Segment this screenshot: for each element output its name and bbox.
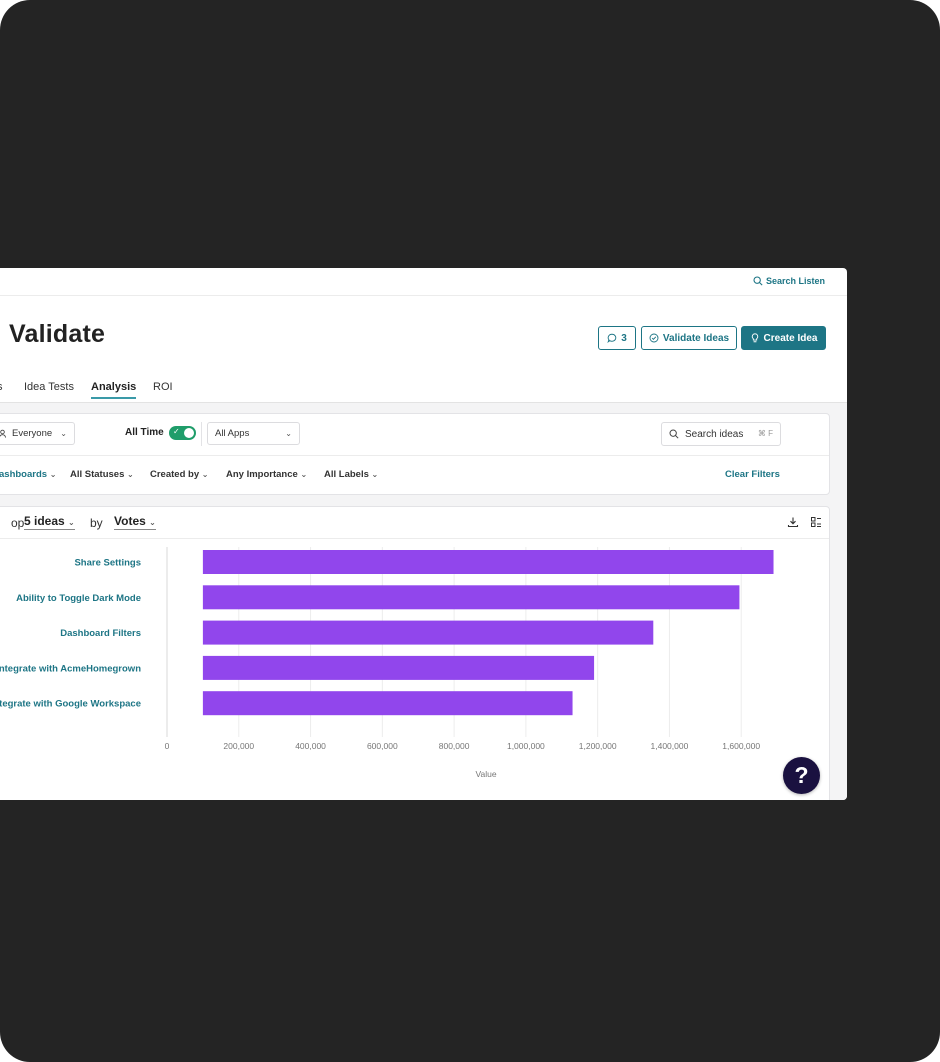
tab-idea-tests[interactable]: Idea Tests [24, 381, 74, 393]
comments-count: 3 [621, 332, 627, 344]
chevron-down-icon: ⌄ [201, 470, 209, 479]
shortcut-hint: ⌘ F [757, 429, 773, 438]
create-idea-button[interactable]: Create Idea [741, 326, 826, 350]
page-title: Validate [9, 320, 106, 348]
bar-chart: 0 200,000 400,000 600,000 800,000 1,000,000 1,… [0, 547, 774, 779]
validate-ideas-label: Validate Ideas [662, 332, 730, 344]
clear-filters-link[interactable]: Clear Filters [725, 469, 780, 480]
search-listen-label: Search Listen [765, 276, 825, 286]
category-label: Ability to Toggle Dark Mode [16, 593, 141, 604]
chart-panel: op 5 ideas ⌄ by Votes ⌄ 0 200,000 400,000 6… [0, 506, 830, 800]
chevron-down-icon: ⌄ [68, 518, 75, 527]
x-tick-label: 1,400,000 [651, 741, 689, 751]
idea-count-select[interactable]: 5 ideas ⌄ [24, 514, 75, 530]
chevron-down-icon: ⌄ [371, 470, 379, 479]
user-icon [0, 429, 7, 438]
dashboards-filter[interactable]: ashboards ⌄ [0, 469, 56, 480]
create-idea-label: Create Idea [763, 332, 818, 344]
x-tick-label: 1,200,000 [579, 741, 617, 751]
x-tick-label: 200,000 [223, 741, 254, 751]
apps-select[interactable]: All Apps ⌄ [207, 422, 300, 445]
check-icon: ✓ [173, 427, 180, 436]
top-bar: Search Listen [0, 268, 847, 296]
labels-label: All Labels [324, 469, 369, 480]
bar [202, 691, 573, 716]
audience-value: Everyone [12, 428, 53, 439]
chevron-down-icon: ⌄ [149, 518, 156, 527]
category-label: Integrate with Google Workspace [0, 699, 141, 710]
dashboards-label: ashboards [0, 469, 48, 480]
comment-icon [607, 333, 617, 343]
category-label: Dashboard Filters [60, 628, 141, 639]
search-icon [669, 429, 679, 439]
bar [202, 655, 595, 680]
bar [202, 620, 654, 645]
validate-ideas-button[interactable]: Validate Ideas [641, 326, 737, 350]
help-button[interactable]: ? [783, 757, 820, 794]
importance-label: Any Importance [226, 469, 298, 480]
download-icon[interactable] [787, 516, 799, 528]
apps-value: All Apps [215, 428, 250, 439]
x-tick-label: 1,000,000 [507, 741, 545, 751]
tab-bar: s Idea Tests Analysis ROI [0, 381, 847, 403]
audience-select[interactable]: Everyone ⌄ [0, 422, 75, 445]
created-by-label: Created by [150, 469, 200, 480]
bar [202, 585, 740, 610]
all-time-toggle[interactable]: ✓ [169, 426, 196, 440]
app-window: Search Listen Validate 3 Validate Ideas … [0, 268, 847, 800]
search-icon [753, 276, 763, 286]
x-tick-label: 400,000 [295, 741, 326, 751]
search-placeholder: Search ideas [685, 428, 744, 440]
check-circle-icon [649, 333, 659, 343]
x-tick-label: 600,000 [367, 741, 398, 751]
x-axis-label: Value [475, 769, 496, 779]
lightbulb-icon [751, 333, 758, 343]
all-time-label: All Time [125, 427, 164, 438]
comments-button[interactable]: 3 [598, 326, 636, 350]
by-label: by [90, 516, 103, 530]
chevron-down-icon: ⌄ [127, 470, 134, 479]
divider [201, 422, 202, 446]
bar [202, 550, 774, 574]
metric-value: Votes [114, 514, 146, 528]
labels-filter[interactable]: All Labels ⌄ [324, 469, 378, 480]
category-label: Integrate with AcmeHomegrown [0, 663, 141, 674]
x-tick-label: 0 [165, 741, 170, 751]
chart-settings-icon[interactable] [810, 516, 822, 528]
search-ideas-input[interactable]: Search ideas ⌘ F [661, 422, 781, 446]
filter-panel: Everyone ⌄ All Time ✓ All Apps ⌄ Search … [0, 413, 830, 495]
x-tick-label: 1,600,000 [722, 741, 760, 751]
tab-analysis[interactable]: Analysis [91, 381, 137, 399]
tab-roi[interactable]: ROI [153, 381, 173, 393]
filter-divider [0, 455, 829, 456]
importance-filter[interactable]: Any Importance ⌄ [226, 469, 307, 480]
toggle-knob [184, 428, 194, 438]
idea-count-value: 5 ideas [24, 514, 65, 528]
created-by-filter[interactable]: Created by ⌄ [150, 469, 208, 480]
chevron-down-icon: ⌄ [300, 470, 308, 479]
category-label: Share Settings [74, 558, 141, 569]
statuses-label: All Statuses [70, 469, 125, 480]
top-label: op [11, 516, 25, 530]
x-tick-label: 800,000 [439, 741, 470, 751]
chevron-down-icon: ⌄ [60, 429, 67, 438]
chart-header-divider [0, 538, 829, 539]
metric-select[interactable]: Votes ⌄ [114, 514, 156, 530]
statuses-filter[interactable]: All Statuses ⌄ [70, 469, 134, 480]
chevron-down-icon: ⌄ [285, 429, 292, 438]
chevron-down-icon: ⌄ [49, 470, 57, 479]
tab-partial[interactable]: s [0, 381, 3, 393]
search-listen-link[interactable]: Search Listen [753, 276, 825, 286]
